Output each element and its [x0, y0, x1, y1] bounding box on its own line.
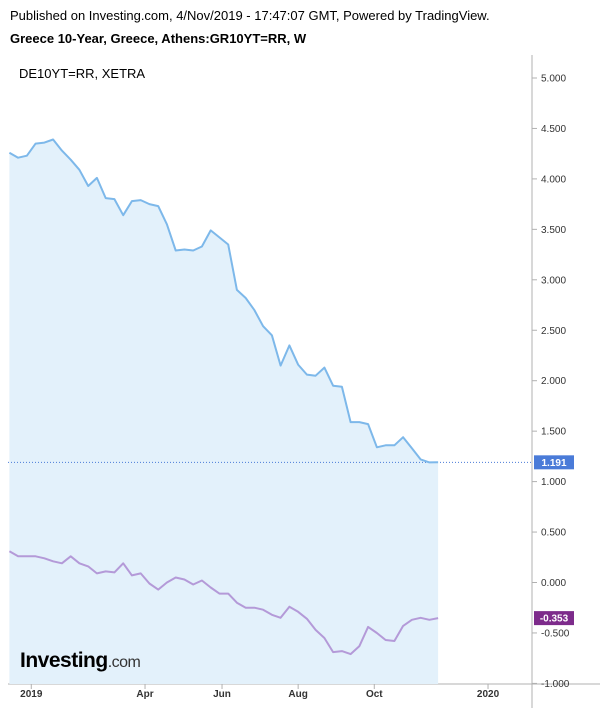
y-tick-label: 0.500 — [541, 528, 566, 539]
y-tick-label: 3.000 — [541, 275, 566, 286]
y-tick-label: 1.000 — [541, 477, 566, 488]
x-tick-label: Jun — [213, 689, 231, 700]
y-tick-label: 5.000 — [541, 74, 566, 85]
badge-background — [534, 455, 574, 470]
germany-last-value-badge: -0.353 — [534, 611, 574, 626]
y-tick-label: -0.500 — [541, 628, 570, 639]
logo-main: Investing — [20, 649, 108, 672]
logo-suffix: .com — [107, 654, 141, 671]
germany-yield-line[interactable] — [8, 550, 439, 656]
y-tick-label: 1.500 — [541, 427, 566, 438]
x-tick-label: Aug — [288, 689, 307, 700]
greece-last-value-badge: 1.191 — [534, 455, 574, 470]
y-tick-label: 3.500 — [541, 225, 566, 236]
x-tick-label: 2019 — [20, 689, 43, 700]
investing-logo[interactable]: Investing.com — [20, 649, 141, 673]
y-tick-label: 4.500 — [541, 124, 566, 135]
y-tick-label: 2.000 — [541, 376, 566, 387]
greece-yield-line[interactable] — [8, 138, 439, 464]
badge-value-label: 1.191 — [541, 458, 566, 469]
y-tick-label: -1.000 — [541, 679, 570, 690]
compare-symbol-label: DE10YT=RR, XETRA — [19, 66, 146, 81]
x-tick-label: 2020 — [477, 689, 500, 700]
y-tick-label: 2.500 — [541, 326, 566, 337]
symbol-title: Greece 10-Year, Greece, Athens:GR10YT=RR… — [10, 31, 307, 46]
y-tick-label: 0.000 — [541, 578, 566, 589]
x-tick-label: Oct — [366, 689, 383, 700]
badge-background — [534, 611, 574, 626]
published-text: Published on Investing.com, 4/Nov/2019 -… — [10, 8, 490, 23]
badge-value-label: -0.353 — [540, 614, 569, 625]
y-tick-label: 4.000 — [541, 174, 566, 185]
x-tick-label: Apr — [136, 689, 153, 700]
greece-area-fill — [9, 139, 439, 684]
